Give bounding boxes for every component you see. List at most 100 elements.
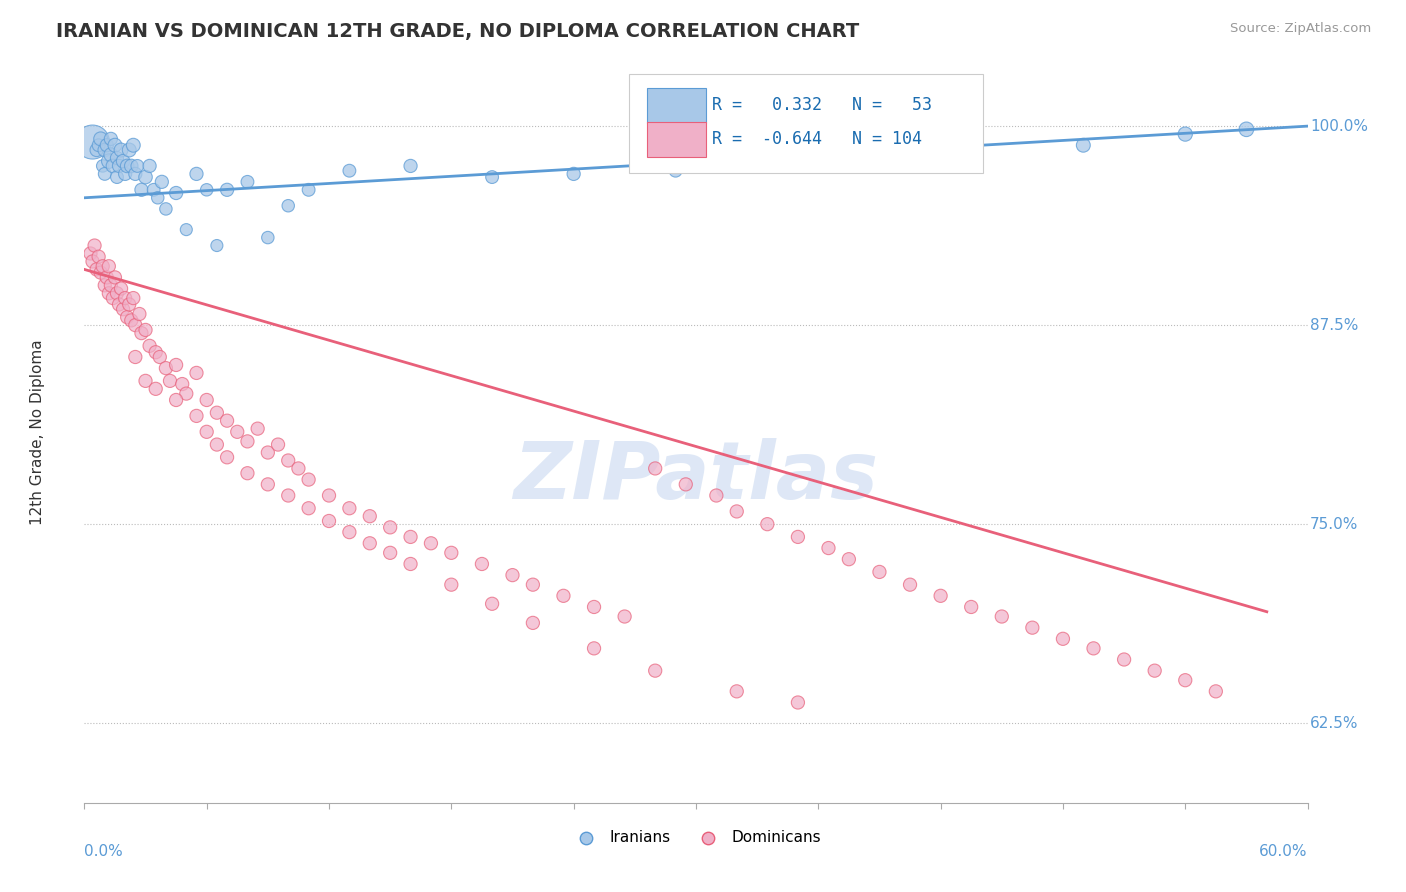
Point xyxy=(100,278,122,293)
Point xyxy=(186,366,208,380)
Point xyxy=(142,183,165,197)
Point xyxy=(90,132,112,146)
Point xyxy=(91,159,114,173)
Point xyxy=(817,541,839,555)
Point xyxy=(267,437,290,451)
Point xyxy=(145,345,167,359)
Point xyxy=(236,467,259,481)
Text: IRANIAN VS DOMINICAN 12TH GRADE, NO DIPLOMA CORRELATION CHART: IRANIAN VS DOMINICAN 12TH GRADE, NO DIPL… xyxy=(56,22,859,41)
Text: 62.5%: 62.5% xyxy=(1310,715,1358,731)
Point xyxy=(1083,641,1105,656)
Point xyxy=(165,392,187,407)
Point xyxy=(359,509,381,524)
Point xyxy=(380,520,402,534)
Point xyxy=(613,609,636,624)
Point xyxy=(553,589,575,603)
Point xyxy=(97,259,120,273)
Point xyxy=(226,425,249,439)
Point xyxy=(101,291,124,305)
Point xyxy=(86,262,108,277)
Point xyxy=(97,154,120,169)
Text: ZIPatlas: ZIPatlas xyxy=(513,438,879,516)
Text: 60.0%: 60.0% xyxy=(1260,844,1308,858)
Text: 0.0%: 0.0% xyxy=(84,844,124,858)
Point xyxy=(159,374,181,388)
Point xyxy=(217,450,239,465)
Point xyxy=(420,536,443,550)
Text: 87.5%: 87.5% xyxy=(1310,318,1358,333)
Point xyxy=(135,374,157,388)
Point xyxy=(277,489,299,503)
Point xyxy=(108,297,131,311)
Point xyxy=(440,577,463,591)
Point xyxy=(257,477,280,491)
Point xyxy=(665,163,688,178)
Point xyxy=(869,565,891,579)
Point xyxy=(1236,122,1258,136)
Point xyxy=(399,530,422,544)
Point xyxy=(481,597,503,611)
Text: 12th Grade, No Diploma: 12th Grade, No Diploma xyxy=(31,340,45,525)
FancyBboxPatch shape xyxy=(647,121,706,157)
Text: 100.0%: 100.0% xyxy=(1310,119,1368,134)
Point xyxy=(138,159,160,173)
Point xyxy=(114,291,136,305)
Point xyxy=(108,159,131,173)
Point xyxy=(298,473,321,487)
Point xyxy=(991,609,1014,624)
Point xyxy=(583,641,606,656)
Point xyxy=(1073,138,1095,153)
Point xyxy=(174,222,197,236)
Point xyxy=(124,350,146,364)
Point xyxy=(100,132,122,146)
Point xyxy=(929,589,952,603)
Point xyxy=(110,143,132,157)
Point xyxy=(481,170,503,185)
Point xyxy=(91,259,114,273)
Point xyxy=(725,684,748,698)
Point xyxy=(205,437,228,451)
Point xyxy=(1174,127,1197,141)
Point xyxy=(155,202,177,216)
Point xyxy=(118,143,141,157)
Point xyxy=(165,186,187,200)
Point xyxy=(644,461,666,475)
Point xyxy=(150,175,173,189)
Point xyxy=(100,148,122,162)
Point xyxy=(82,254,104,268)
Text: Source: ZipAtlas.com: Source: ZipAtlas.com xyxy=(1230,22,1371,36)
Point xyxy=(186,409,208,423)
Point xyxy=(124,318,146,333)
Point xyxy=(79,246,101,260)
Point xyxy=(399,557,422,571)
Point xyxy=(787,696,810,710)
Point xyxy=(104,270,127,285)
Point xyxy=(96,270,118,285)
Point xyxy=(122,291,145,305)
Point xyxy=(1205,684,1227,698)
Point xyxy=(675,477,697,491)
Point xyxy=(562,167,585,181)
Point xyxy=(1174,673,1197,688)
Text: R =   0.332   N =   53: R = 0.332 N = 53 xyxy=(711,96,932,114)
Point xyxy=(318,514,340,528)
Point xyxy=(135,170,157,185)
Point xyxy=(122,138,145,153)
Point xyxy=(217,183,239,197)
Point xyxy=(339,501,361,516)
Point xyxy=(898,577,921,591)
Point xyxy=(131,326,153,340)
Point xyxy=(471,557,494,571)
Point xyxy=(287,461,309,475)
Point xyxy=(145,382,167,396)
Point xyxy=(172,377,194,392)
Point xyxy=(112,154,135,169)
Point xyxy=(86,143,108,157)
Point xyxy=(502,568,524,582)
Point xyxy=(246,422,269,436)
Point xyxy=(217,414,239,428)
Point xyxy=(236,175,259,189)
Point xyxy=(380,546,402,560)
Point xyxy=(93,167,115,181)
Point xyxy=(318,489,340,503)
